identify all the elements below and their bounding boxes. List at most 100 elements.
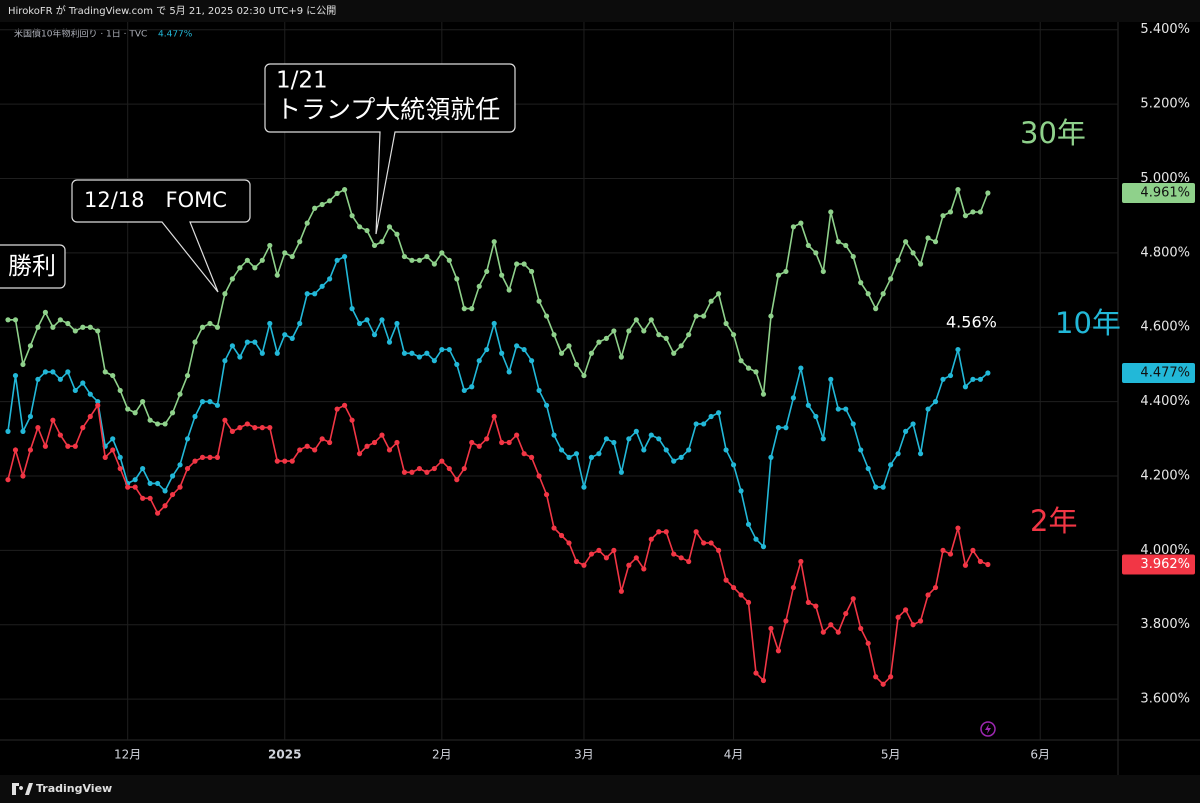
data-point (873, 484, 879, 490)
data-point (334, 190, 340, 196)
data-point (985, 370, 991, 376)
data-point (237, 354, 243, 360)
data-point (641, 566, 647, 572)
data-point (865, 465, 871, 472)
data-point (962, 213, 969, 219)
data-point (716, 547, 722, 553)
data-point (693, 313, 699, 319)
data-point (289, 253, 295, 260)
annotation: 4.56% (946, 313, 997, 332)
data-point (760, 677, 767, 684)
symbol-label: 米国債10年物利回り · 1日 · TVC (14, 28, 147, 40)
data-point (72, 443, 78, 449)
data-point (416, 354, 422, 360)
data-point (65, 443, 71, 449)
data-point (274, 458, 280, 464)
data-point (356, 320, 363, 327)
annotation: 12/18 FOMC (84, 188, 227, 212)
grid (0, 22, 1118, 740)
data-point (775, 425, 782, 431)
data-point (72, 328, 78, 334)
data-point (678, 343, 684, 349)
data-point (349, 213, 355, 219)
data-point (132, 477, 138, 483)
data-point (917, 618, 924, 624)
data-point (603, 436, 610, 442)
data-point (80, 380, 86, 386)
data-point (35, 324, 41, 330)
data-point (342, 187, 348, 193)
data-point (110, 372, 116, 379)
data-point (27, 447, 34, 453)
y-tick-label: 4.800% (1140, 245, 1190, 260)
data-point (686, 332, 692, 338)
data-point (970, 376, 976, 382)
data-point (985, 561, 991, 568)
data-point (925, 235, 931, 241)
data-point (349, 417, 355, 423)
data-point (424, 253, 430, 260)
data-point (947, 551, 954, 557)
data-point (379, 239, 385, 245)
data-point (543, 402, 550, 408)
y-tick-label: 4.200% (1140, 468, 1190, 483)
annotation: 1/21 (276, 68, 328, 94)
data-point (618, 469, 624, 475)
data-point (259, 350, 265, 356)
y-tick-label: 4.600% (1140, 320, 1190, 335)
data-point (5, 428, 11, 434)
data-point (596, 547, 602, 553)
data-point (663, 335, 669, 341)
data-point (304, 291, 310, 297)
data-point (820, 268, 826, 275)
data-point (581, 372, 587, 379)
data-point (42, 309, 49, 315)
data-point (147, 417, 153, 423)
data-point (805, 599, 811, 606)
data-point (558, 350, 565, 356)
data-point (401, 253, 408, 260)
data-point (401, 469, 408, 475)
data-point (334, 406, 340, 412)
header-bar (0, 0, 1200, 22)
data-point (880, 291, 886, 297)
data-point (588, 454, 595, 460)
data-point (753, 369, 759, 375)
alert-icon[interactable] (980, 721, 996, 737)
data-point (641, 447, 647, 453)
data-point (327, 276, 333, 282)
data-point (686, 558, 692, 565)
data-point (267, 425, 273, 431)
price-label: 4.477% (1140, 365, 1190, 380)
data-point (932, 399, 939, 405)
data-point (169, 410, 176, 416)
data-point (147, 495, 153, 501)
data-point (745, 521, 752, 527)
data-point (888, 462, 894, 468)
data-point (977, 376, 984, 382)
data-point (20, 361, 26, 368)
data-point (155, 510, 161, 516)
data-point (596, 339, 602, 345)
y-tick-label: 4.400% (1140, 394, 1190, 409)
data-point (858, 447, 864, 453)
data-point (297, 320, 303, 327)
data-point (394, 439, 400, 446)
data-point (573, 451, 580, 457)
data-point (671, 350, 677, 356)
x-tick-label: 2月 (432, 748, 452, 762)
data-point (947, 209, 954, 215)
data-point (454, 477, 460, 483)
data-point (940, 376, 946, 382)
data-point (895, 614, 901, 620)
x-tick-label: 6月 (1030, 748, 1050, 762)
data-point (798, 365, 804, 371)
data-point (484, 268, 490, 275)
data-point (903, 607, 909, 613)
data-point (977, 209, 984, 215)
data-point (903, 428, 909, 434)
data-point (648, 536, 654, 542)
data-point (214, 454, 221, 460)
data-point (244, 421, 250, 427)
data-point (57, 432, 63, 438)
